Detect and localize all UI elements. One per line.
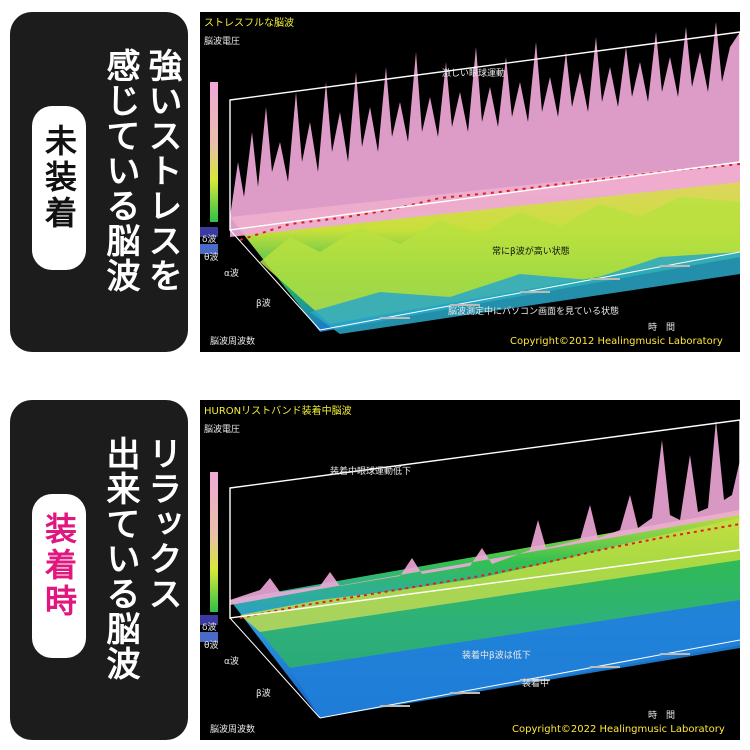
time-ticks [380, 265, 690, 319]
y-axis-label: 脳波電圧 [204, 425, 241, 435]
band-label-alpha: α波 [224, 269, 239, 279]
annotation-task: 装着中 [522, 679, 550, 689]
band-marker-delta [200, 227, 218, 237]
graph-title: ストレスフルな脳波 [204, 18, 294, 29]
band-label-theta: θ波 [204, 253, 219, 263]
panel-with-band: リラックス 出来ている脳波 装着時 [0, 388, 750, 748]
status-badge-label: 未装着 [40, 124, 78, 232]
label-card: リラックス 出来ている脳波 装着時 [10, 400, 188, 740]
status-badge: 未装着 [32, 106, 86, 270]
status-badge-label: 装着時 [40, 512, 78, 620]
heading-line-1: リラックス [142, 436, 182, 611]
eeg-mid-band [240, 518, 740, 632]
depth-axis [229, 617, 321, 719]
eeg-green-band [260, 560, 740, 668]
graph-title: HURONリストバンド装着中脳波 [204, 406, 352, 417]
y-axis-label: 脳波電圧 [204, 37, 241, 47]
annotation-task: 脳波測定中にパソコン画面を見ている状態 [448, 307, 620, 317]
eeg-plot-graphic [200, 22, 740, 334]
band-marker-theta [200, 632, 218, 642]
status-badge: 装着時 [32, 494, 86, 658]
band-marker-delta [200, 615, 218, 625]
panel-without-band: 強いストレスを 感じている脳波 未装着 [0, 0, 750, 360]
plot-frame [229, 419, 740, 619]
spectral-scale-bar-icon [210, 472, 218, 612]
eeg-3d-plot: ストレスフルな脳波 脳波電圧 激しい眼球運動 常にβ波が高い状態 脳波測定中にパ… [200, 12, 740, 352]
annotation-peak: 装着中眼球運動低下 [330, 467, 412, 477]
band-label-beta: β波 [256, 299, 271, 309]
plot-frame [229, 31, 740, 231]
copyright: Copyright©2012 Healingmusic Laboratory [510, 336, 723, 347]
copyright: Copyright©2022 Healingmusic Laboratory [512, 724, 725, 735]
band-label-delta: δ波 [202, 235, 217, 245]
annotation-beta: 常にβ波が高い状態 [492, 247, 570, 257]
time-axis-label: 時 間 [648, 323, 676, 333]
annotation-peak: 激しい眼球運動 [442, 69, 506, 79]
heading-line-2: 感じている脳波 [100, 48, 140, 293]
band-label-alpha: α波 [224, 657, 239, 667]
spectral-scale-bar-icon [210, 82, 218, 222]
label-card: 強いストレスを 感じている脳波 未装着 [10, 12, 188, 352]
freq-axis-label: 脳波周波数 [210, 725, 256, 735]
time-ticks [380, 653, 690, 707]
band-label-beta: β波 [256, 689, 271, 699]
annotation-beta: 装着中β波は低下 [462, 651, 531, 661]
band-marker-theta [200, 244, 218, 254]
heading-line-1: 強いストレスを [142, 48, 182, 293]
eeg-base-band [290, 600, 740, 718]
depth-axis [229, 229, 321, 331]
band-label-delta: δ波 [202, 623, 217, 633]
heading-line-2: 出来ている脳波 [100, 436, 140, 681]
beta-ridge-line [239, 523, 740, 619]
eeg-3d-plot: HURONリストバンド装着中脳波 脳波電圧 装着中眼球運動低下 装着中β波は低下… [200, 400, 740, 740]
band-label-theta: θ波 [204, 641, 219, 651]
eeg-plot-graphic [200, 419, 740, 719]
eeg-peaks-pink [230, 22, 740, 237]
time-axis-label: 時 間 [648, 711, 676, 721]
freq-axis-label: 脳波周波数 [210, 337, 256, 347]
